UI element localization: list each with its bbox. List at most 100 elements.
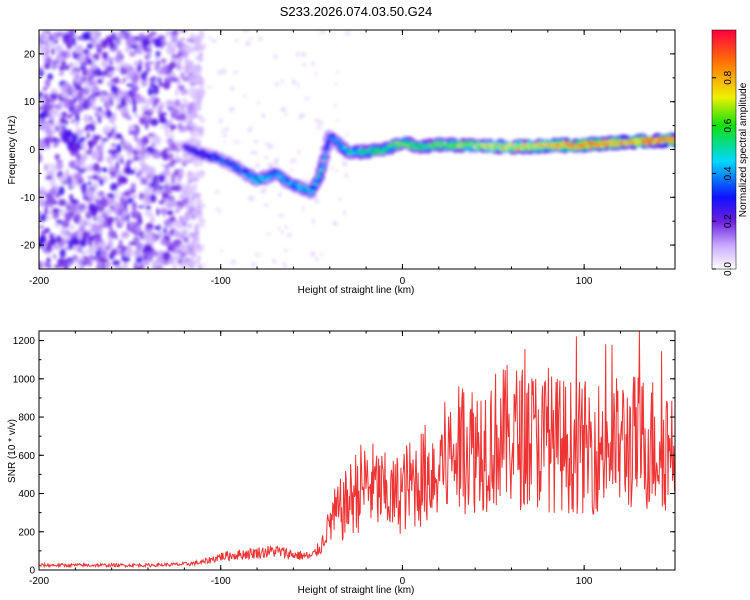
heatmap-cell (404, 141, 408, 144)
heatmap-cell (176, 40, 182, 49)
heatmap-cell (316, 126, 322, 130)
heatmap-cell (261, 175, 265, 179)
heatmap-cell (179, 30, 188, 33)
heatmap-cell (69, 194, 74, 200)
heatmap-cell (409, 144, 413, 148)
heatmap-cell (655, 141, 660, 145)
heatmap-cell (164, 167, 171, 177)
heatmap-cell (131, 96, 135, 105)
heatmap-cell (77, 54, 84, 64)
heatmap-cell (359, 147, 363, 151)
heatmap-cell (302, 205, 305, 212)
heatmap-cell (198, 159, 203, 167)
snr-series-line (39, 331, 675, 569)
heatmap-cell (61, 219, 70, 229)
heatmap-cell (145, 169, 150, 175)
heatmap-cell (195, 199, 204, 204)
heatmap-cell (94, 170, 101, 176)
heatmap-cell (99, 215, 105, 225)
heatmap-cell (148, 61, 155, 65)
heatmap-cell (314, 182, 318, 186)
heatmap-cell (119, 208, 123, 217)
heatmap-cell (113, 76, 120, 84)
heatmap-cell (92, 174, 98, 180)
heatmap-cell (39, 106, 44, 111)
heatmap-cell (315, 196, 319, 200)
heatmap-cell (342, 160, 348, 167)
heatmap-cell (166, 210, 174, 216)
heatmap-cell (39, 260, 43, 269)
heatmap-cell (251, 262, 257, 267)
heatmap-cell (183, 237, 190, 243)
heatmap-cell (172, 77, 179, 83)
heatmap-cell (143, 255, 149, 262)
heatmap-cell (43, 30, 48, 38)
heatmap-cell (263, 187, 267, 194)
heatmap-cell (253, 152, 258, 155)
heatmap-cell (410, 141, 414, 145)
heatmap-cell (98, 106, 102, 112)
heatmap-cell (158, 76, 162, 84)
heatmap-cell (170, 34, 178, 44)
heatmap-cell (96, 70, 103, 76)
heatmap-cell (95, 266, 101, 269)
colorbar-tick-label: 0.6 (723, 118, 734, 132)
heatmap-cell (81, 250, 88, 256)
heatmap-cell (168, 217, 176, 222)
heatmap-cell (180, 72, 185, 79)
heatmap-cell (182, 159, 192, 164)
heatmap-cell (87, 181, 92, 186)
heatmap-cell (124, 63, 132, 69)
heatmap-cell (48, 97, 56, 104)
heatmap-cell (110, 143, 118, 148)
heatmap-cell (68, 175, 72, 186)
heatmap-cell (152, 98, 159, 106)
heatmap-cell (291, 79, 296, 85)
heatmap-cell (406, 145, 410, 149)
heatmap-cell (134, 61, 138, 66)
heatmap-cell (292, 185, 297, 189)
heatmap-cell (267, 143, 274, 150)
heatmap-cell (71, 254, 78, 261)
heatmap-cell (188, 63, 195, 72)
heatmap-cell (301, 189, 305, 192)
heatmap-cell (163, 227, 167, 234)
heatmap-cell (198, 53, 203, 63)
heatmap-cell (45, 56, 53, 65)
x-tick-label: 0 (400, 576, 406, 587)
y-tick-label: 1000 (13, 374, 36, 385)
y-tick-label: 400 (18, 489, 35, 500)
heatmap-cell (147, 113, 152, 118)
heatmap-cell (139, 263, 145, 269)
heatmap-cell (49, 187, 57, 197)
heatmap-cell (116, 97, 121, 106)
heatmap-cell (196, 242, 201, 251)
heatmap-cell (248, 37, 254, 40)
heatmap-cell (91, 78, 98, 84)
heatmap-cell (607, 139, 612, 143)
x-tick-label: 100 (576, 276, 593, 287)
heatmap-cell (232, 71, 239, 74)
heatmap-cell (166, 45, 175, 55)
heatmap-cell (126, 70, 134, 80)
heatmap-cell (73, 214, 81, 224)
heatmap-cell (172, 262, 178, 269)
heatmap-cell (110, 182, 118, 192)
heatmap-cell (47, 110, 51, 117)
heatmap-cell (334, 82, 338, 86)
heatmap-cell (53, 223, 61, 227)
heatmap-cell (181, 37, 185, 42)
heatmap-cell (264, 142, 270, 146)
heatmap-cell (126, 222, 131, 230)
heatmap-cell (99, 141, 106, 146)
heatmap-cell (89, 38, 95, 42)
heatmap-cell (181, 186, 185, 197)
heatmap-cell (159, 207, 168, 215)
heatmap-cell (474, 147, 479, 150)
heatmap-cell (87, 175, 93, 180)
heatmap-cell (134, 94, 143, 102)
heatmap-cell (65, 169, 69, 177)
heatmap-cell (149, 193, 157, 203)
heatmap-cell (419, 143, 423, 147)
heatmap-cell (182, 204, 189, 209)
